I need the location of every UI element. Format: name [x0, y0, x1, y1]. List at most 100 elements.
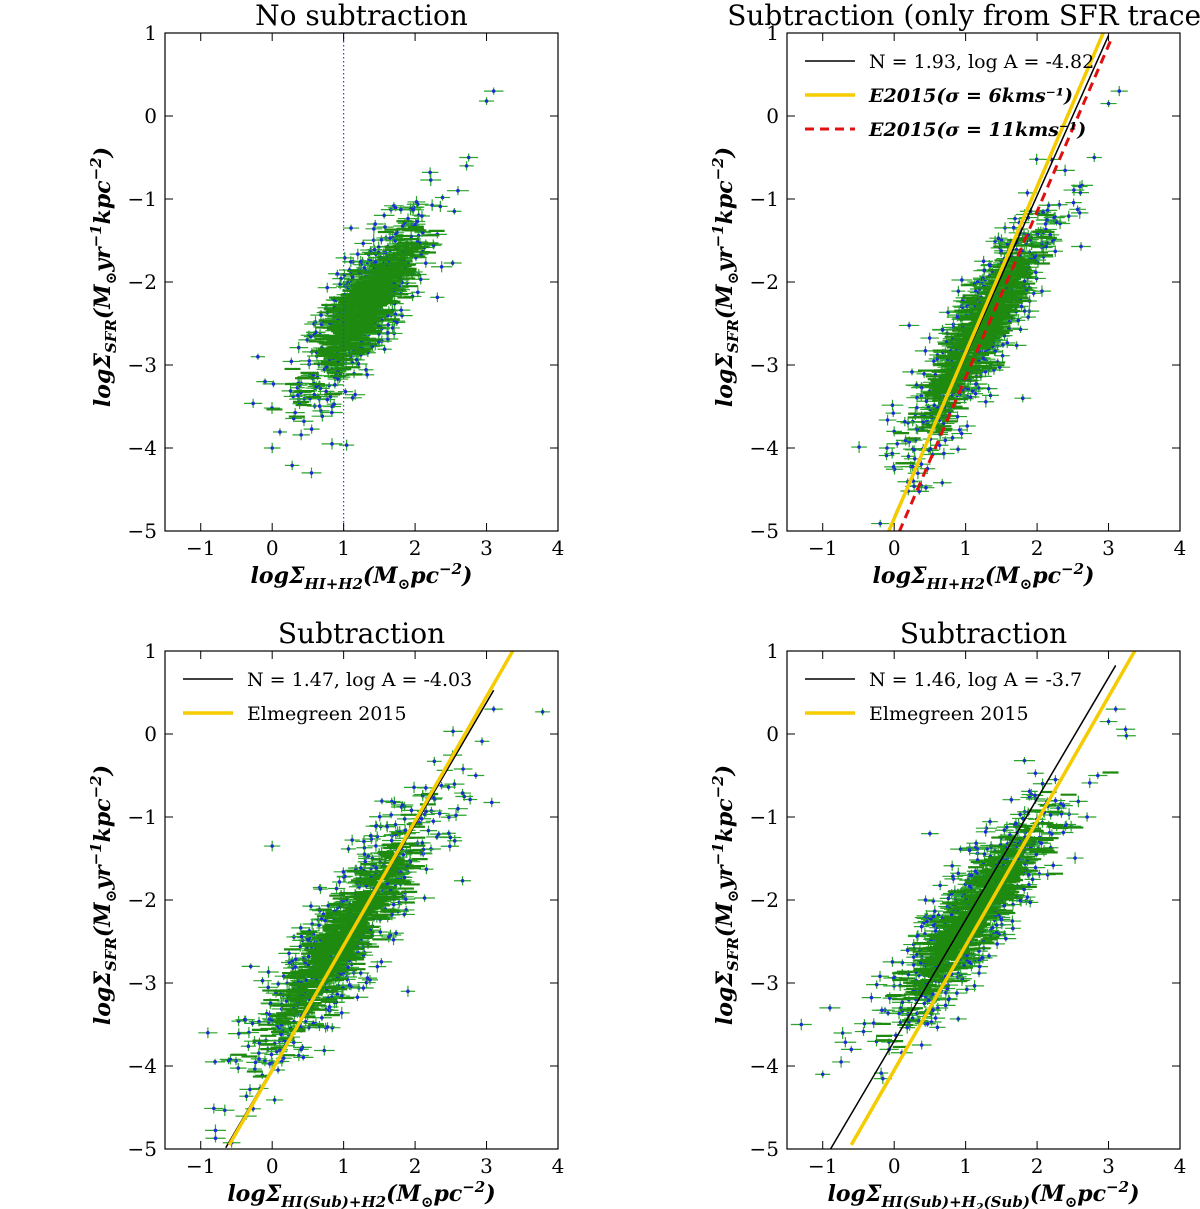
data-point: [382, 347, 387, 352]
data-point: [981, 259, 986, 264]
y-tick-label: −4: [128, 436, 157, 460]
data-point: [421, 230, 425, 235]
data-point: [299, 433, 303, 437]
data-point: [1034, 270, 1038, 275]
data-point: [986, 386, 991, 391]
data-point: [957, 428, 962, 432]
data-point: [1043, 222, 1048, 226]
data-point: [365, 373, 369, 377]
data-point: [924, 485, 928, 490]
data-point: [1022, 309, 1027, 313]
data-point: [910, 370, 914, 374]
data-point: [414, 200, 419, 204]
data-point: [373, 260, 378, 264]
data-point: [312, 392, 317, 397]
data-point: [336, 377, 340, 381]
y-tick-label: 1: [144, 21, 157, 45]
data-point: [926, 405, 931, 410]
data-point: [1063, 168, 1067, 173]
data-point: [970, 389, 975, 393]
data-point: [1045, 218, 1049, 222]
data-point: [983, 369, 988, 374]
data-point: [355, 252, 360, 256]
data-point: [890, 451, 894, 456]
data-point: [278, 430, 282, 434]
x-tick-label: −1: [186, 536, 215, 560]
data-point: [289, 359, 294, 364]
x-tick-label: 3: [480, 536, 493, 560]
cloud-core: [266, 220, 445, 418]
data-point: [968, 395, 973, 399]
data-point: [960, 278, 964, 282]
data-point: [302, 419, 306, 424]
data-point: [912, 484, 916, 489]
y-tick-label: 0: [144, 104, 157, 128]
data-point: [999, 238, 1004, 242]
data-point: [924, 399, 929, 404]
data-point: [932, 403, 937, 408]
data-point: [1117, 89, 1122, 93]
data-point: [350, 395, 355, 400]
data-point: [857, 445, 861, 449]
panel-title: No subtraction: [255, 0, 468, 32]
data-point: [333, 383, 337, 387]
data-point: [344, 443, 349, 447]
data-point: [296, 345, 301, 350]
data-point: [940, 328, 945, 332]
data-point: [370, 344, 375, 349]
data-point: [386, 331, 390, 335]
x-tick-label: 0: [266, 536, 279, 560]
data-point: [1019, 304, 1024, 309]
data-point: [1045, 208, 1050, 213]
data-point: [386, 323, 390, 327]
y-tick-label: −5: [128, 519, 157, 543]
data-point: [921, 420, 925, 425]
data-point: [1092, 155, 1097, 160]
data-point: [1071, 200, 1076, 205]
data-point: [1066, 214, 1071, 218]
data-point: [415, 219, 420, 224]
data-point: [914, 383, 919, 387]
data-point: [290, 463, 294, 468]
data-point: [256, 354, 260, 359]
data-point: [885, 446, 889, 450]
data-point: [420, 214, 424, 218]
data-point: [386, 337, 390, 341]
data-point: [330, 404, 334, 409]
data-point: [956, 289, 961, 293]
data-point: [428, 170, 432, 175]
data-point: [464, 164, 469, 168]
data-point: [271, 382, 276, 386]
data-point: [1021, 396, 1025, 401]
data-point: [1001, 343, 1005, 347]
data-point: [399, 207, 403, 212]
data-point: [309, 427, 314, 431]
data-point: [325, 285, 330, 290]
y-tick-label: −2: [128, 270, 157, 294]
data-point: [293, 410, 297, 415]
data-point: [350, 275, 355, 279]
data-point: [912, 457, 917, 461]
x-tick-label: 4: [552, 536, 565, 560]
data-point: [435, 295, 440, 300]
data-point: [349, 260, 353, 264]
data-point: [940, 480, 945, 485]
data-point: [1048, 233, 1053, 237]
data-point: [955, 414, 960, 419]
data-point: [383, 225, 387, 229]
data-point: [371, 238, 376, 242]
data-point: [1011, 225, 1016, 230]
data-point: [885, 418, 890, 422]
data-point: [362, 266, 367, 270]
plot-area: [244, 33, 504, 531]
data-point: [263, 379, 267, 384]
data-point: [891, 411, 896, 415]
data-point: [1079, 244, 1083, 249]
data-point: [332, 402, 336, 407]
data-point: [288, 389, 293, 393]
data-point: [430, 203, 434, 207]
data-point: [328, 394, 333, 399]
data-point: [1026, 315, 1030, 319]
data-point: [937, 443, 942, 448]
